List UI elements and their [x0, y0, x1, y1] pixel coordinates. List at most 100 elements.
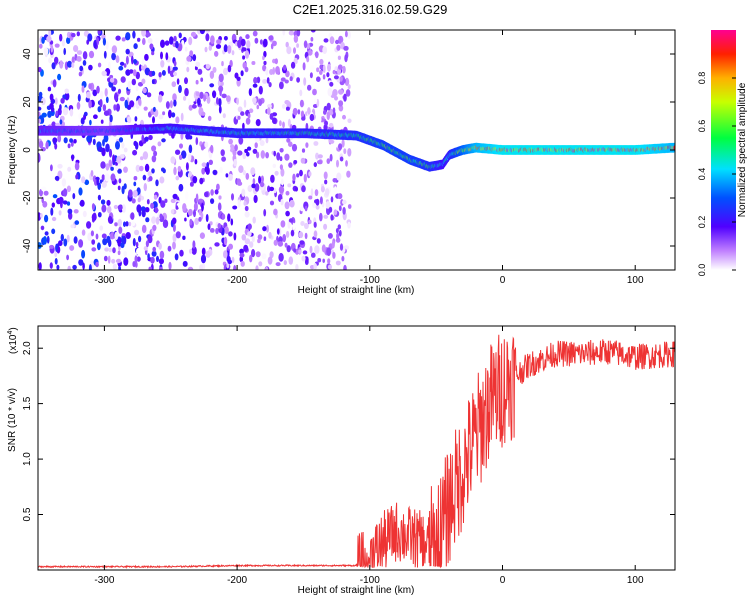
noise-blob [185, 191, 189, 201]
noise-blob [274, 170, 279, 176]
noise-blob [252, 83, 258, 88]
noise-blob [260, 150, 265, 159]
noise-blob [240, 260, 245, 267]
noise-blob [135, 164, 141, 173]
noise-blob [41, 97, 46, 106]
noise-blob [218, 105, 222, 114]
noise-blob [154, 37, 159, 44]
noise-blob [323, 223, 328, 230]
noise-blob [50, 207, 54, 216]
noise-blob [151, 168, 155, 174]
noise-blob [66, 234, 70, 243]
noise-blob [292, 107, 298, 116]
noise-blob [188, 36, 193, 46]
noise-blob [99, 98, 103, 108]
noise-blob [301, 255, 306, 262]
noise-blob [345, 160, 348, 167]
noise-blob [204, 166, 208, 173]
noise-blob [76, 50, 83, 55]
noise-blob [97, 212, 102, 218]
noise-blob [214, 242, 220, 247]
noise-blob [121, 235, 125, 245]
noise-blob [64, 92, 70, 101]
colorbar-gradient [711, 30, 736, 270]
noise-blob [141, 134, 145, 143]
noise-blob [321, 244, 326, 253]
noise-blob [44, 231, 49, 236]
noise-blob [214, 50, 219, 57]
noise-blob [61, 39, 65, 47]
noise-blob [103, 50, 107, 59]
noise-blob [55, 243, 58, 252]
noise-blob [75, 174, 79, 180]
noise-blob [73, 139, 77, 144]
noise-blob [42, 201, 48, 208]
noise-blob [179, 154, 183, 160]
noise-blob [219, 87, 222, 97]
noise-blob [175, 149, 181, 155]
noise-blob [273, 208, 278, 216]
noise-blob [60, 233, 64, 242]
noise-blob [278, 186, 285, 194]
noise-blob [172, 66, 178, 71]
noise-blob [208, 45, 212, 51]
noise-blob [248, 108, 254, 113]
noise-blob [239, 256, 244, 263]
noise-blob [193, 202, 198, 212]
noise-blob [288, 256, 294, 265]
noise-blob [267, 104, 272, 109]
noise-blob [347, 84, 351, 90]
noise-blob [295, 264, 299, 270]
noise-blob [301, 185, 306, 193]
noise-blob [301, 148, 306, 153]
noise-blob [117, 218, 123, 227]
noise-blob [47, 86, 52, 92]
noise-blob [125, 221, 129, 227]
noise-blob [219, 166, 223, 173]
noise-blob [236, 97, 240, 106]
noise-blob [327, 264, 333, 270]
noise-blob [38, 66, 42, 73]
noise-blob [205, 214, 209, 222]
noise-blob [192, 54, 197, 62]
noise-blob [184, 217, 187, 222]
noise-blob [243, 99, 247, 108]
noise-blob [137, 37, 141, 42]
noise-blob [256, 151, 260, 159]
noise-blob [293, 248, 297, 253]
noise-blob [48, 57, 53, 64]
noise-blob [244, 205, 249, 212]
noise-blob [159, 250, 165, 259]
noise-blob [326, 111, 330, 121]
noise-blob [151, 155, 157, 163]
noise-blob [79, 199, 85, 207]
noise-blob [52, 194, 58, 199]
noise-blob [40, 213, 43, 219]
noise-blob [81, 229, 86, 236]
noise-blob [151, 79, 155, 85]
noise-blob [41, 186, 47, 192]
noise-blob [101, 181, 107, 188]
noise-blob [207, 115, 212, 122]
noise-blob [67, 208, 73, 215]
noise-blob [96, 85, 100, 94]
noise-blob [329, 153, 333, 162]
noise-blob [146, 92, 152, 98]
noise-blob [298, 140, 302, 147]
noise-blob [218, 73, 224, 83]
noise-blob [111, 86, 116, 92]
x-tick-label: 0 [500, 275, 506, 286]
noise-blob [90, 170, 94, 177]
noise-blob [82, 60, 87, 66]
noise-blob [283, 260, 287, 266]
noise-blob [132, 149, 138, 156]
noise-blob [343, 45, 349, 51]
colorbar-tick-label: 0.2 [697, 216, 707, 229]
noise-blob [284, 242, 288, 248]
noise-blob [114, 92, 118, 102]
noise-blob [314, 245, 320, 254]
noise-blob [167, 245, 172, 252]
noise-blob [97, 106, 102, 113]
noise-blob [341, 139, 345, 148]
noise-blob [266, 224, 269, 233]
